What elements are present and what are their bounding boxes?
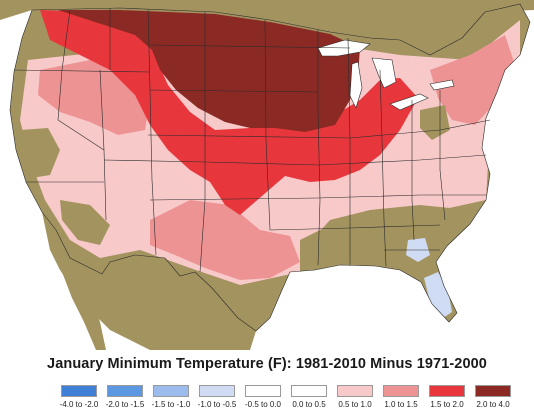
state-borders: [9, 3, 531, 332]
zone-neutral-southeast: [312, 200, 486, 286]
zone-negative-florida: [424, 272, 452, 318]
legend-label: -4.0 to -2.0: [59, 400, 99, 409]
legend-label: -0.5 to 0.0: [244, 400, 282, 409]
legend-item: -2.0 to -1.5: [102, 385, 148, 409]
legend-item: 2.0 to 4.0: [470, 385, 516, 409]
canada-terrain: [0, 0, 534, 55]
legend-item: 1.5 to 2.0: [424, 385, 470, 409]
legend-label: 0.5 to 1.0: [338, 400, 372, 409]
terrain-rockies-patch: [20, 128, 60, 178]
legend-swatch: [199, 385, 235, 397]
lake-erie: [389, 93, 429, 111]
legend-swatch: [475, 385, 511, 397]
legend-item: -1.0 to -0.5: [194, 385, 240, 409]
zone-1-0-to-1-5-south: [150, 200, 300, 280]
legend-swatch: [337, 385, 373, 397]
legend: -4.0 to -2.0 -2.0 to -1.5 -1.5 to -1.0 -1.0…: [56, 385, 516, 415]
legend-label: -2.0 to -1.5: [105, 400, 145, 409]
lake-michigan: [349, 61, 363, 109]
temperature-change-map: [0, 0, 534, 350]
legend-swatch: [291, 385, 327, 397]
legend-item: -4.0 to -2.0: [56, 385, 102, 409]
legend-label: 1.0 to 1.5: [384, 400, 418, 409]
legend-item: 1.0 to 1.5: [378, 385, 424, 409]
legend-swatch: [61, 385, 97, 397]
lake-ontario: [429, 79, 455, 91]
legend-swatch: [153, 385, 189, 397]
legend-item: -1.5 to -1.0: [148, 385, 194, 409]
legend-swatch: [107, 385, 143, 397]
legend-swatch: [245, 385, 281, 397]
legend-label: 1.5 to 2.0: [430, 400, 464, 409]
map-svg: [0, 0, 534, 350]
legend-label: -1.5 to -1.0: [151, 400, 191, 409]
zone-2-0-to-4-0: [58, 10, 360, 132]
legend-item: 0.0 to 0.5: [286, 385, 332, 409]
legend-swatch: [429, 385, 465, 397]
zone-1-5-to-2-0: [40, 10, 418, 215]
legend-item: 0.5 to 1.0: [332, 385, 378, 409]
terrain-sw-patch: [60, 200, 110, 245]
legend-swatch: [383, 385, 419, 397]
lake-huron: [371, 57, 397, 89]
legend-item: -0.5 to 0.0: [240, 385, 286, 409]
map-title: January Minimum Temperature (F): 1981-20…: [47, 356, 487, 372]
legend-label: 2.0 to 4.0: [476, 400, 510, 409]
legend-label: -1.0 to -0.5: [197, 400, 237, 409]
legend-label: 0.0 to 0.5: [292, 400, 326, 409]
baja-terrain: [62, 258, 106, 350]
